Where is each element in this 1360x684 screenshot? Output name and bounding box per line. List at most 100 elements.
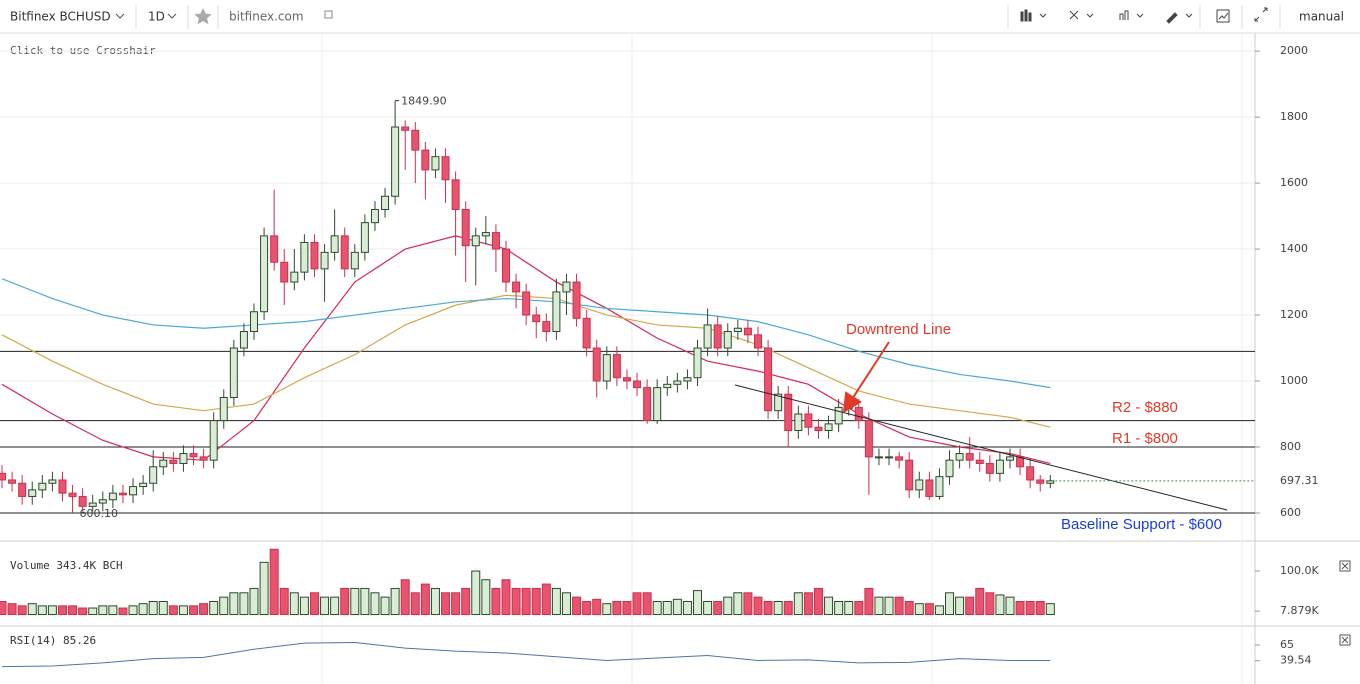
volume-bar xyxy=(1035,600,1045,616)
volume-bar xyxy=(904,600,914,616)
candle-body xyxy=(612,354,621,379)
volume-bar xyxy=(924,603,934,616)
volume-bar xyxy=(783,600,793,616)
volume-bar xyxy=(108,605,118,616)
candle-body xyxy=(1016,456,1025,468)
volume-bar xyxy=(682,600,692,616)
volume-bar xyxy=(854,600,864,616)
candle-body xyxy=(310,241,319,270)
toolbar-icons[interactable] xyxy=(1020,7,1268,24)
volume-bar xyxy=(370,592,380,616)
volume-bar xyxy=(199,603,209,616)
candle-body xyxy=(1026,466,1035,481)
volume-bar xyxy=(632,592,642,616)
candle-body xyxy=(874,456,883,459)
moving-average xyxy=(1,294,1051,428)
rsi-line xyxy=(1,641,1051,668)
candle-body xyxy=(209,420,218,461)
candle-body xyxy=(229,347,238,398)
candle-body xyxy=(139,482,148,488)
chevron xyxy=(167,13,177,19)
candle-body xyxy=(129,486,138,496)
candle-body xyxy=(179,453,188,464)
candle-body xyxy=(552,291,561,333)
favorite-icon[interactable] xyxy=(194,8,212,25)
candle-body xyxy=(350,251,359,270)
site[interactable]: bitfinex.com xyxy=(229,10,304,24)
volume-bar xyxy=(531,587,541,616)
symbol[interactable]: Bitfinex BCHUSD xyxy=(10,10,111,24)
candle-body xyxy=(441,156,450,181)
volume-bar xyxy=(330,596,340,616)
chevron xyxy=(115,13,125,19)
volume-bar xyxy=(561,592,571,616)
crosshair-hint[interactable]: Click to use Crosshair xyxy=(10,44,156,57)
volume-bar xyxy=(249,587,259,616)
candle-body xyxy=(340,235,349,270)
volume-bar xyxy=(430,587,440,616)
volume-bar xyxy=(592,598,602,616)
volume-bar xyxy=(209,600,219,616)
volume-bar xyxy=(733,592,743,616)
candle-body xyxy=(512,281,521,293)
mode[interactable]: manual xyxy=(1299,10,1344,24)
volume-bar xyxy=(229,592,239,616)
volume-bar xyxy=(1045,603,1055,616)
volume-bar xyxy=(118,607,128,616)
volume-bar xyxy=(1015,600,1025,616)
volume-bar xyxy=(239,592,249,616)
candle-body xyxy=(260,235,269,313)
volume-bar xyxy=(1025,600,1035,616)
volume-bar xyxy=(289,592,299,616)
y-tick-label: 1200 xyxy=(1280,308,1308,321)
volume-bar xyxy=(582,600,592,616)
close-icon xyxy=(1341,562,1349,570)
candle-body xyxy=(280,261,289,283)
volume-bar xyxy=(945,592,955,616)
candle-body xyxy=(895,456,904,461)
candle-body xyxy=(532,314,541,323)
close-pane[interactable] xyxy=(1339,560,1351,572)
volume-bar xyxy=(7,603,17,616)
candle-body xyxy=(108,492,117,501)
volume-bar xyxy=(693,590,703,616)
candle-body xyxy=(18,482,27,497)
volume-bar xyxy=(874,596,884,616)
interval[interactable]: 1D xyxy=(148,10,165,24)
candle-body xyxy=(643,387,652,422)
volume-bar xyxy=(763,600,773,616)
y-tick-label: 1600 xyxy=(1280,176,1308,189)
volume-tick-label: 100.0K xyxy=(1280,564,1319,577)
candle-body xyxy=(945,459,954,478)
volume-bar xyxy=(178,605,188,616)
candle-body xyxy=(834,406,843,425)
trough-label: 600.10 xyxy=(80,507,119,520)
candle-body xyxy=(370,208,379,224)
candle-body xyxy=(471,235,480,247)
volume-bar xyxy=(17,605,27,616)
candle-body xyxy=(381,195,390,210)
moving-average xyxy=(1,235,1051,465)
volume-bar xyxy=(723,596,733,616)
candle-body xyxy=(8,479,17,484)
candle-body xyxy=(28,489,37,497)
candle-body xyxy=(663,383,672,389)
candle-body xyxy=(58,479,67,494)
volume-bar xyxy=(642,592,652,616)
volume-bar xyxy=(481,579,491,616)
candle-body xyxy=(491,232,500,250)
candle-body xyxy=(421,149,430,171)
candle-body xyxy=(391,126,400,197)
candle-body xyxy=(159,459,168,468)
volume-bar xyxy=(743,592,753,616)
volume-bar xyxy=(703,600,713,616)
candle-body xyxy=(451,179,460,210)
candle-body xyxy=(814,426,823,431)
annotation-arrow xyxy=(842,341,890,414)
close-pane[interactable] xyxy=(1339,634,1351,646)
volume-bar xyxy=(471,570,481,616)
rsi-title: RSI(14) 85.26 xyxy=(10,634,96,647)
candle-body xyxy=(784,393,793,431)
rsi-tick-label: 39.54 xyxy=(1280,654,1312,667)
volume-bar xyxy=(965,596,975,616)
